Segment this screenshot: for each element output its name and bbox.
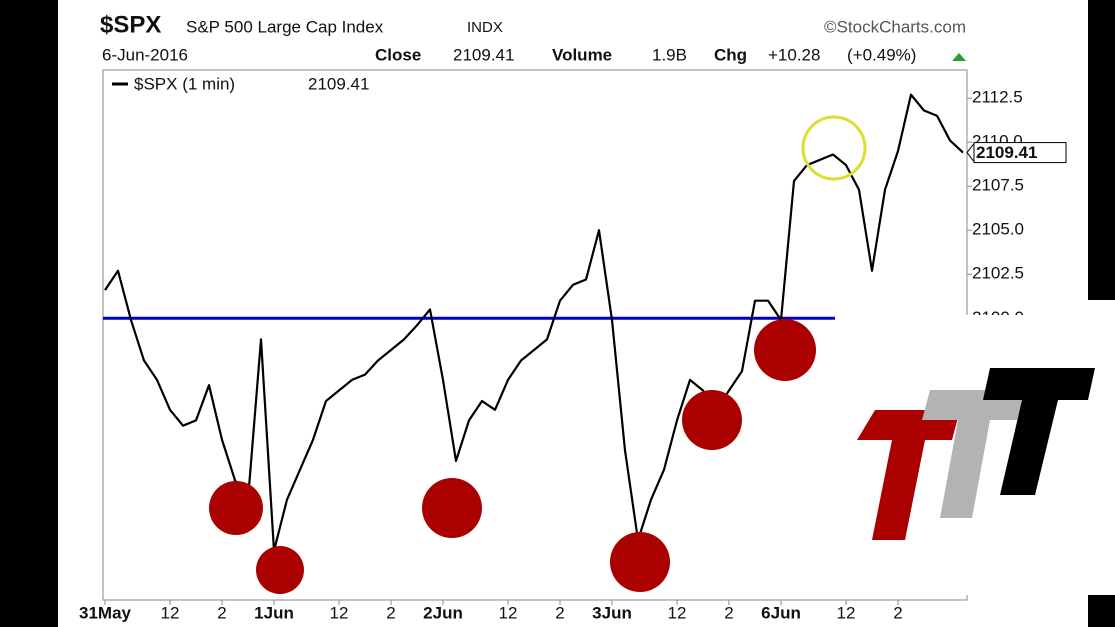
annotations (209, 115, 867, 594)
logo-t3 (983, 368, 1095, 495)
logo-t1 (857, 410, 960, 540)
legend-value: 2109.41 (308, 74, 369, 93)
x-tick-label: 2 (724, 603, 733, 622)
up-arrow (952, 53, 966, 61)
x-tick-label: 2Jun (423, 603, 463, 622)
x-tick-label: 3Jun (592, 603, 632, 622)
x-tick-label: 6Jun (761, 603, 801, 622)
y-tick-label: 2107.5 (972, 176, 1024, 195)
close-label: Close (375, 45, 421, 64)
x-tick-label: 12 (837, 603, 856, 622)
x-tick-label: 2 (386, 603, 395, 622)
x-tick-label: 12 (668, 603, 687, 622)
x-tick-label: 2 (555, 603, 564, 622)
x-tick-label: 2 (893, 603, 902, 622)
y-tick-label: 2102.5 (972, 264, 1024, 283)
x-tick-label: 12 (330, 603, 349, 622)
x-tick-label: 2 (217, 603, 226, 622)
highlight-circle (801, 115, 867, 181)
change-value: +10.28 (768, 45, 820, 64)
low-circle (256, 546, 304, 594)
close-value: 2109.41 (453, 45, 514, 64)
y-tick-label: 2105.0 (972, 220, 1024, 239)
change-percent: (+0.49%) (847, 45, 916, 64)
low-circle (754, 319, 816, 381)
change-label: Chg (714, 45, 747, 64)
source: ©StockCharts.com (824, 17, 966, 36)
symbol: $SPX (100, 11, 161, 38)
logo-t2 (922, 390, 1025, 518)
low-circle (682, 390, 742, 450)
index-name: S&P 500 Large Cap Index (186, 17, 384, 36)
x-tick-label: 12 (161, 603, 180, 622)
volume-value: 1.9B (652, 45, 687, 64)
x-tick-label: 31May (79, 603, 132, 622)
exchange: INDX (467, 19, 503, 36)
low-circle (610, 532, 670, 592)
x-tick-label: 1Jun (254, 603, 294, 622)
date: 6-Jun-2016 (102, 45, 188, 64)
volume-label: Volume (552, 45, 612, 64)
last-value-box (973, 142, 1067, 164)
logo-overlay (835, 315, 1115, 595)
last-value-label: 2109.41 (976, 143, 1037, 162)
low-circle (209, 481, 263, 535)
y-tick-label: 2112.5 (972, 88, 1023, 107)
low-circle (422, 478, 482, 538)
legend-entry: $SPX (1 min) (134, 74, 235, 93)
x-tick-label: 12 (499, 603, 518, 622)
